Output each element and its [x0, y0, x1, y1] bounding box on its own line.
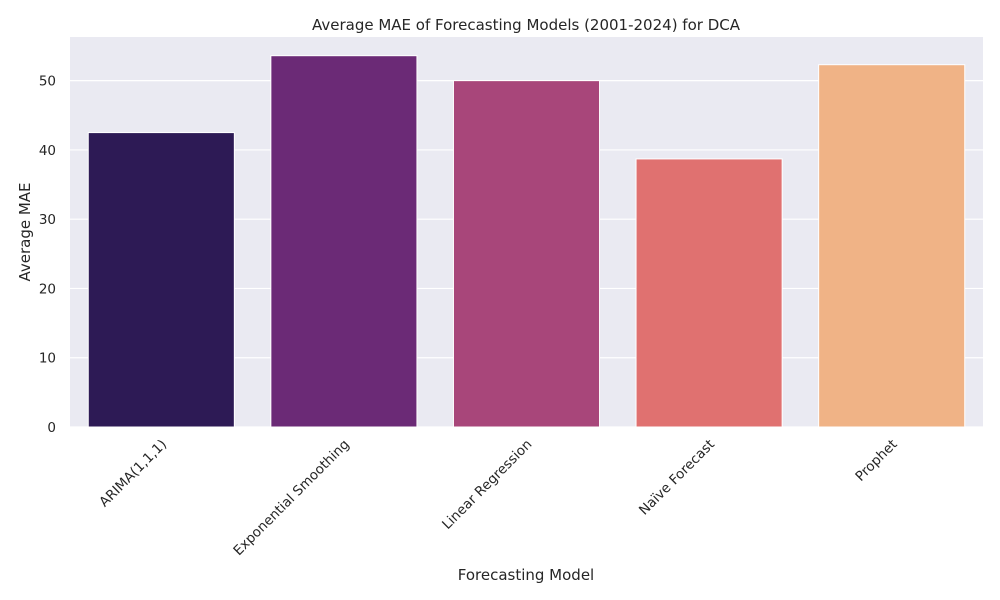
- y-tick-labels: 0 10 20 30 40 50: [39, 74, 56, 436]
- y-tick-label: 40: [39, 143, 56, 159]
- x-tick-label: Naïve Forecast: [636, 437, 718, 519]
- y-tick-label: 10: [39, 351, 56, 367]
- x-tick-labels: ARIMA(1,1,1) Exponential Smoothing Linear …: [96, 437, 900, 559]
- y-tick-label: 30: [39, 212, 56, 228]
- y-tick-label: 50: [39, 74, 56, 90]
- bar: [818, 64, 966, 428]
- y-tick-label: 0: [47, 420, 56, 436]
- y-tick-label: 20: [39, 281, 56, 297]
- bars: [87, 55, 966, 428]
- bar: [635, 158, 783, 428]
- x-tick-label: ARIMA(1,1,1): [96, 437, 170, 511]
- x-tick-label: Exponential Smoothing: [230, 437, 352, 559]
- x-tick-label: Linear Regression: [439, 437, 535, 533]
- y-axis-label: Average MAE: [16, 182, 34, 281]
- x-tick-label: Prophet: [852, 437, 900, 485]
- bar: [452, 80, 601, 428]
- chart-title: Average MAE of Forecasting Models (2001-…: [312, 16, 741, 34]
- bar: [270, 55, 418, 428]
- bar: [87, 132, 235, 428]
- x-axis-label: Forecasting Model: [458, 566, 594, 584]
